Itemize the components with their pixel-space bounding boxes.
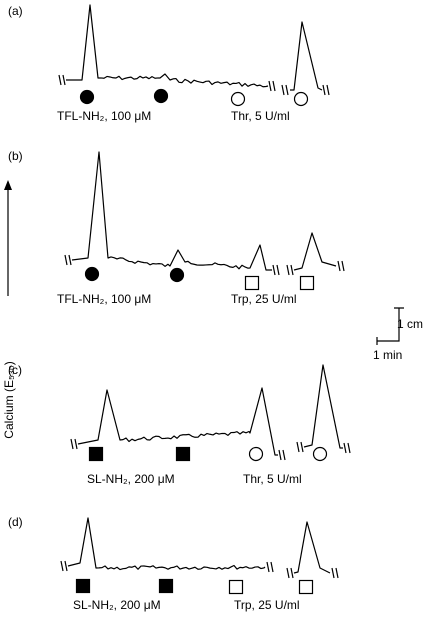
- break-mark: [268, 80, 272, 92]
- break-mark: [270, 561, 274, 573]
- agonist-label: SL-NH₂, 200 μM: [73, 598, 161, 612]
- agonist-label: SL-NH₂, 200 μM: [87, 472, 175, 486]
- agonist-label: TFL-NH₂, 100 μM: [57, 292, 151, 306]
- break-mark: [60, 560, 64, 572]
- break-mark: [272, 264, 276, 276]
- break-mark: [278, 449, 282, 461]
- break-mark: [272, 80, 276, 92]
- calcium-trace: [71, 151, 272, 271]
- break-mark: [286, 567, 290, 579]
- addition-marker: [84, 266, 100, 282]
- addition-marker: [230, 91, 246, 107]
- break-mark: [62, 74, 66, 86]
- panel-label: (c): [8, 363, 22, 377]
- break-mark: [300, 441, 304, 453]
- protease-label: Trp, 25 U/ml: [234, 598, 300, 612]
- break-mark: [331, 567, 335, 579]
- break-mark: [326, 84, 330, 96]
- break-mark: [322, 84, 326, 96]
- break-mark: [286, 264, 290, 276]
- calcium-trace: [77, 387, 278, 456]
- addition-marker: [88, 446, 104, 462]
- panel-label: (d): [8, 515, 23, 529]
- axis-label: Calcium (E₅₃₀): [2, 361, 16, 438]
- break-mark: [58, 74, 62, 86]
- break-mark: [347, 442, 351, 454]
- protease-label: Thr, 5 U/ml: [243, 472, 302, 486]
- addition-marker: [244, 275, 260, 291]
- addition-marker: [153, 88, 169, 104]
- break-mark: [337, 260, 341, 272]
- break-mark: [70, 438, 74, 450]
- addition-marker: [298, 579, 314, 595]
- break-mark: [281, 84, 285, 96]
- addition-marker: [228, 579, 244, 595]
- addition-marker: [248, 446, 264, 462]
- addition-marker: [312, 446, 328, 462]
- addition-marker: [169, 267, 185, 283]
- protease-label: Thr, 5 U/ml: [231, 109, 290, 123]
- break-mark: [266, 561, 270, 573]
- break-mark: [282, 449, 286, 461]
- break-mark: [290, 567, 294, 579]
- calcium-trace: [290, 21, 323, 91]
- calcium-trace: [303, 364, 343, 449]
- arrow-head: [4, 180, 12, 190]
- break-mark: [74, 438, 78, 450]
- addition-marker: [299, 275, 315, 291]
- panel-label: (b): [8, 149, 23, 163]
- agonist-label: TFL-NH₂, 100 μM: [57, 109, 151, 123]
- scale-bar: [376, 307, 404, 345]
- scale-label: 1 cm: [397, 317, 423, 331]
- break-mark: [64, 560, 68, 572]
- calcium-trace: [293, 521, 331, 574]
- break-mark: [285, 84, 289, 96]
- panel-label: (a): [8, 4, 23, 18]
- break-mark: [276, 264, 280, 276]
- addition-marker: [293, 91, 309, 107]
- addition-marker: [158, 578, 174, 594]
- calcium-trace: [66, 4, 269, 88]
- break-mark: [343, 442, 347, 454]
- break-mark: [296, 441, 300, 453]
- break-mark: [341, 260, 345, 272]
- calcium-trace: [293, 232, 337, 271]
- addition-marker: [175, 446, 191, 462]
- protease-label: Trp, 25 U/ml: [231, 292, 297, 306]
- calcium-trace: [67, 517, 266, 571]
- break-mark: [335, 567, 339, 579]
- break-mark: [68, 254, 72, 266]
- break-mark: [290, 264, 294, 276]
- scale-label: 1 min: [373, 348, 402, 362]
- addition-marker: [79, 89, 95, 105]
- break-mark: [64, 254, 68, 266]
- addition-marker: [75, 578, 91, 594]
